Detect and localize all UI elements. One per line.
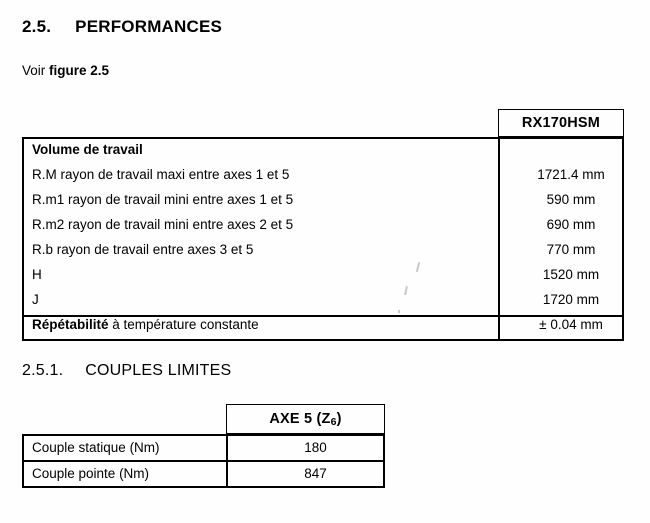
footer-row-label: Répétabilité à température constante <box>22 312 508 337</box>
figure-reference-link: figure 2.5 <box>49 63 110 78</box>
perf-table-column-divider <box>498 137 500 341</box>
performance-group-label: Volume de travail <box>32 142 143 157</box>
torque-table-column-header-close: ) <box>336 411 342 427</box>
performance-table: Volume de travail R.M rayon de travail m… <box>22 137 634 337</box>
torque-table-bottom-border <box>22 486 385 488</box>
torque-table-column-divider <box>226 434 228 488</box>
row-label: R.m1 rayon de travail mini entre axes 1 … <box>32 192 294 207</box>
section-number: 2.5. <box>22 17 52 36</box>
row-label: Couple statique (Nm) <box>32 439 160 455</box>
footer-row-label-strong: Répétabilité <box>32 317 109 332</box>
torque-table-column-header: AXE 5 (Z 6) <box>226 404 385 434</box>
row-value: 1721.4 mm <box>537 167 605 182</box>
row-value: 590 mm <box>546 192 596 207</box>
performance-table-column-header: RX170HSM <box>498 109 624 137</box>
table-row: Couple statique (Nm) 180 <box>22 434 395 460</box>
table-row-footer: Répétabilité à température constante ± 0… <box>22 312 634 337</box>
row-value: 1720 mm <box>542 292 600 307</box>
table-row: R.M rayon de travail maxi entre axes 1 e… <box>22 162 634 187</box>
torque-table-right-border <box>383 434 385 488</box>
row-value: 770 mm <box>546 242 596 257</box>
table-row: R.b rayon de travail entre axes 3 et 5 7… <box>22 237 634 262</box>
perf-table-top-border <box>22 137 624 139</box>
perf-table-footer-separator <box>22 315 624 317</box>
perf-table-right-border <box>622 137 624 341</box>
row-value: 690 mm <box>546 217 596 232</box>
table-row: H 1520 mm <box>22 262 634 287</box>
table-row: Couple pointe (Nm) 847 <box>22 460 395 486</box>
row-label: Couple pointe (Nm) <box>32 465 150 481</box>
torque-table-column-header-subscript: 6 <box>330 416 337 428</box>
row-label: R.M rayon de travail maxi entre axes 1 e… <box>32 167 290 182</box>
section-title: PERFORMANCES <box>75 17 223 36</box>
row-label: H <box>32 267 42 282</box>
torque-table-top-border <box>22 434 385 436</box>
figure-reference-prefix: Voir <box>22 63 46 78</box>
subsection-number: 2.5.1. <box>22 362 64 379</box>
row-label: J <box>32 292 39 307</box>
footer-row-label-rest: à température constante <box>108 317 259 332</box>
footer-row-value: ± 0.04 mm <box>539 317 603 332</box>
torque-table-row-divider <box>22 460 385 462</box>
subsection-title: 2.5.1. COUPLES LIMITES <box>22 362 231 380</box>
table-row: J 1720 mm <box>22 287 634 312</box>
table-row: R.m2 rayon de travail mini entre axes 2 … <box>22 212 634 237</box>
figure-reference: Voir figure 2.5 <box>22 63 109 78</box>
row-value: 1520 mm <box>542 267 600 282</box>
row-label: R.b rayon de travail entre axes 3 et 5 <box>32 242 254 257</box>
performance-table-column-header-label: RX170HSM <box>521 115 601 131</box>
row-label: R.m2 rayon de travail mini entre axes 2 … <box>32 217 294 232</box>
row-value: 180 <box>304 439 327 455</box>
table-row-group: Volume de travail <box>22 137 634 162</box>
page-title: 2.5. PERFORMANCES <box>22 17 222 37</box>
torque-table-left-border <box>22 434 24 488</box>
table-row: R.m1 rayon de travail mini entre axes 1 … <box>22 187 634 212</box>
subsection-title-label: COUPLES LIMITES <box>85 362 232 379</box>
perf-table-bottom-border <box>22 339 624 341</box>
performance-group-value <box>508 137 634 162</box>
perf-table-left-border <box>22 137 24 341</box>
torque-table-column-header-label: AXE 5 (Z <box>269 411 331 427</box>
row-value: 847 <box>304 465 327 481</box>
torque-table: Couple statique (Nm) 180 Couple pointe (… <box>22 434 395 486</box>
